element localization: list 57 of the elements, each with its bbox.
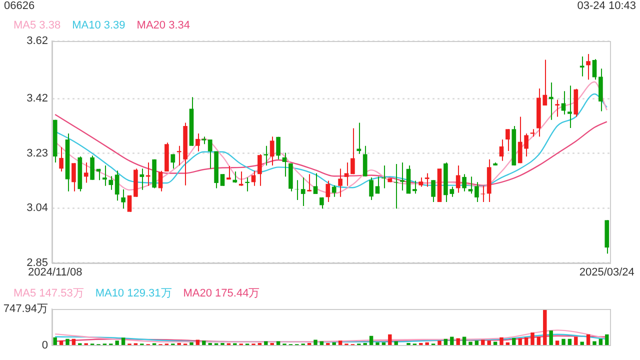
y-tick-label: 0 bbox=[42, 339, 48, 352]
bar bbox=[438, 340, 442, 346]
bar bbox=[518, 338, 522, 346]
line-series bbox=[54, 81, 608, 194]
bar bbox=[264, 341, 268, 346]
text: MA20 3.34 bbox=[136, 20, 190, 32]
bar bbox=[562, 338, 566, 346]
text: 03-24 10:43 bbox=[577, 0, 636, 12]
chart-title: 06626 bbox=[4, 0, 35, 14]
text: MA20 175.44万 bbox=[183, 288, 260, 300]
bar bbox=[586, 334, 590, 346]
bar bbox=[530, 332, 534, 346]
x-tick-label: 2025/03/24 bbox=[579, 266, 634, 278]
bar bbox=[462, 336, 466, 346]
text: MA10 129.31万 bbox=[95, 288, 172, 300]
bar bbox=[53, 337, 57, 346]
candlestick bbox=[400, 162, 404, 191]
bar bbox=[605, 334, 609, 346]
bar bbox=[592, 341, 596, 346]
bar bbox=[425, 342, 429, 346]
y-tick-label: 3.42 bbox=[26, 92, 48, 105]
bar bbox=[320, 341, 324, 346]
candlestick bbox=[382, 164, 386, 189]
y-tick-label: 3.23 bbox=[26, 147, 48, 160]
bar bbox=[394, 341, 398, 346]
bar bbox=[543, 309, 547, 346]
x-tick-label: 2024/11/08 bbox=[28, 266, 82, 278]
bar bbox=[376, 342, 380, 346]
bar bbox=[536, 336, 541, 346]
candlestick bbox=[294, 180, 300, 201]
candlestick bbox=[264, 145, 268, 166]
y-tick-label: 747.94万 bbox=[3, 303, 48, 316]
y-tick-label: 3.62 bbox=[26, 35, 48, 48]
bar bbox=[388, 334, 392, 346]
text: MA10 3.39 bbox=[72, 20, 126, 32]
bar bbox=[456, 338, 460, 346]
bar bbox=[450, 336, 454, 346]
bar bbox=[121, 338, 126, 346]
y-tick-label: 2.85 bbox=[26, 256, 48, 269]
bar bbox=[549, 330, 553, 346]
y-tick-label: 3.04 bbox=[26, 202, 48, 214]
text: MA5 3.38 bbox=[14, 20, 61, 32]
bar bbox=[190, 342, 194, 346]
bar bbox=[481, 340, 485, 346]
line-series bbox=[54, 330, 608, 342]
bar bbox=[574, 336, 578, 346]
text: MA5 147.53万 bbox=[14, 288, 84, 300]
bar bbox=[332, 342, 336, 346]
bar bbox=[276, 341, 280, 346]
bar bbox=[202, 340, 206, 346]
bar bbox=[115, 340, 119, 346]
bar bbox=[512, 338, 516, 346]
bar bbox=[487, 340, 491, 346]
candlestick bbox=[530, 128, 535, 138]
bar bbox=[66, 338, 70, 346]
bar bbox=[500, 337, 504, 346]
bar bbox=[314, 340, 318, 346]
